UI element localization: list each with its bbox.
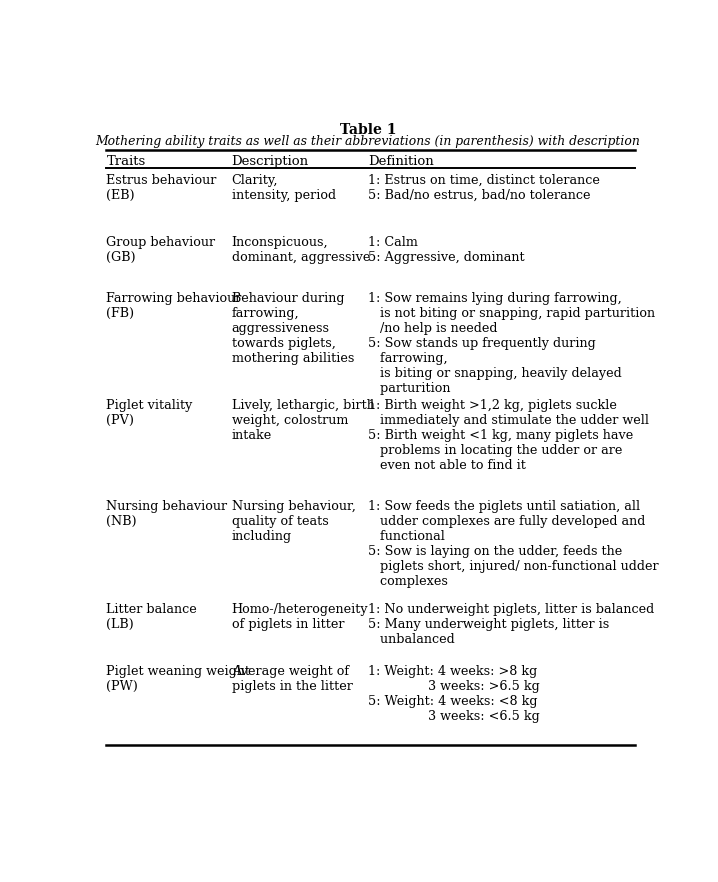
Text: 1: No underweight piglets, litter is balanced
5: Many underweight piglets, litte: 1: No underweight piglets, litter is bal…: [368, 603, 654, 646]
Text: Inconspicuous,
dominant, aggressive: Inconspicuous, dominant, aggressive: [232, 236, 370, 265]
Text: 1: Weight: 4 weeks: >8 kg
               3 weeks: >6.5 kg
5: Weight: 4 weeks: <8: 1: Weight: 4 weeks: >8 kg 3 weeks: >6.5 …: [368, 665, 540, 723]
Text: 1: Birth weight >1,2 kg, piglets suckle
   immediately and stimulate the udder w: 1: Birth weight >1,2 kg, piglets suckle …: [368, 400, 649, 472]
Text: Mothering ability traits as well as their abbreviations (in parenthesis) with de: Mothering ability traits as well as thei…: [95, 135, 640, 148]
Text: Definition: Definition: [368, 155, 434, 168]
Text: Behaviour during
farrowing,
aggressiveness
towards piglets,
mothering abilities: Behaviour during farrowing, aggressivene…: [232, 292, 354, 365]
Text: Description: Description: [232, 155, 309, 168]
Text: 1: Estrus on time, distinct tolerance
5: Bad/no estrus, bad/no tolerance: 1: Estrus on time, distinct tolerance 5:…: [368, 174, 600, 202]
Text: 1: Calm
5: Aggressive, dominant: 1: Calm 5: Aggressive, dominant: [368, 236, 525, 265]
Text: Table 1: Table 1: [340, 123, 396, 137]
Text: Clarity,
intensity, period: Clarity, intensity, period: [232, 174, 336, 202]
Text: 1: Sow remains lying during farrowing,
   is not biting or snapping, rapid partu: 1: Sow remains lying during farrowing, i…: [368, 292, 655, 395]
Text: Litter balance
(LB): Litter balance (LB): [106, 603, 197, 631]
Text: 1: Sow feeds the piglets until satiation, all
   udder complexes are fully devel: 1: Sow feeds the piglets until satiation…: [368, 500, 658, 587]
Text: Lively, lethargic, birth
weight, colostrum
intake: Lively, lethargic, birth weight, colostr…: [232, 400, 375, 442]
Text: Nursing behaviour
(NB): Nursing behaviour (NB): [106, 500, 228, 527]
Text: Traits: Traits: [106, 155, 146, 168]
Text: Nursing behaviour,
quality of teats
including: Nursing behaviour, quality of teats incl…: [232, 500, 355, 542]
Text: Estrus behaviour
(EB): Estrus behaviour (EB): [106, 174, 217, 202]
Text: Piglet vitality
(PV): Piglet vitality (PV): [106, 400, 193, 427]
Text: Group behaviour
(GB): Group behaviour (GB): [106, 236, 215, 265]
Text: Piglet weaning weight
(PW): Piglet weaning weight (PW): [106, 665, 251, 693]
Text: Average weight of
piglets in the litter: Average weight of piglets in the litter: [232, 665, 353, 693]
Text: Farrowing behaviour
(FB): Farrowing behaviour (FB): [106, 292, 242, 320]
Text: Homo-/heterogeneity
of piglets in litter: Homo-/heterogeneity of piglets in litter: [232, 603, 368, 631]
